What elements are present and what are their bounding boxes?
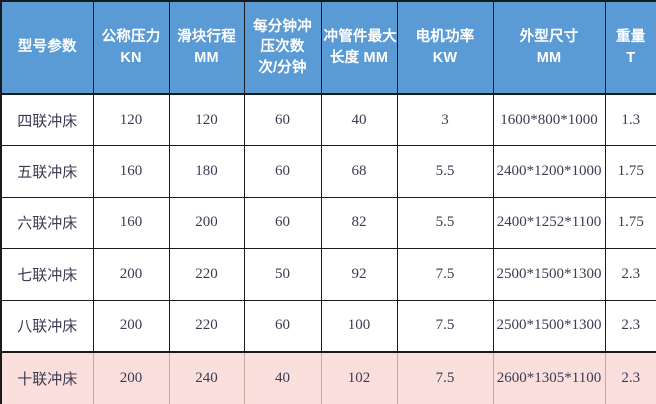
column-header-line: 公称压力 [101,28,161,45]
column-header-nominal_pressure: 公称压力 KN [93,1,170,95]
cell-strokes_per_minute: 60 [244,197,322,250]
cell-overall_dimensions: 2500*1500*1300 [493,300,606,353]
cell-model: 十联冲床 [1,350,94,404]
cell-strokes_per_minute: 50 [244,248,322,301]
cell-strokes_per_minute: 60 [244,94,322,147]
column-header-line: 压次数 [260,39,305,56]
column-header-line: 型号参数 [17,39,77,56]
column-header-line: 每分钟冲 [253,18,312,35]
cell-model: 四联冲床 [1,94,94,147]
column-header-line: 次/分钟 [258,59,307,76]
cell-model: 七联冲床 [1,248,94,301]
cell-strokes_per_minute: 40 [244,350,322,404]
column-header-line: 电机功率 [415,28,475,45]
cell-weight: 2.3 [605,248,656,301]
column-header-line: MM [536,49,562,66]
column-header-slider_stroke: 滑块行程 MM [169,1,245,95]
table-row: 十联冲床 200 240 40 102 7.5 2600*1305*1100 2.3 [1,350,656,404]
column-header-line: 滑块行程 [177,28,236,45]
cell-motor_power: 5.5 [397,197,494,250]
cell-nominal_pressure: 160 [93,145,170,198]
column-header-line: 冲管件最大 [323,28,397,45]
cell-max_tube_length: 68 [321,145,398,198]
column-header-strokes_per_minute: 每分钟冲压次数次/分钟 [244,1,322,95]
table-header: 型号参数 公称压力 KN 滑块行程 MM 每分钟冲 压次数 次/分钟 冲管件最大 长度 MM 电机功… [1,1,656,95]
column-header-line: KN [120,49,142,66]
cell-weight: 2.3 [605,300,656,353]
cell-motor_power: 7.5 [397,248,494,301]
cell-strokes_per_minute: 60 [244,145,322,198]
column-header-line: 外型尺寸 [519,28,579,45]
table-row: 五联冲床 160 180 60 68 5.5 2400*1200*1000 1.75 [1,145,656,198]
cell-nominal_pressure: 200 [93,350,170,404]
cell-overall_dimensions: 2500*1500*1300 [493,248,606,301]
cell-overall_dimensions: 2600*1305*1100 [493,350,606,404]
cell-weight: 1.75 [605,145,656,198]
cell-motor_power: 3 [397,94,494,147]
cell-motor_power: 7.5 [397,300,494,353]
cell-slider_stroke: 120 [169,94,245,147]
cell-slider_stroke: 200 [169,197,245,250]
column-header-max_tube_length: 冲管件最大长度 MM [321,1,398,95]
cell-slider_stroke: 180 [169,145,245,198]
cell-nominal_pressure: 200 [93,248,170,301]
column-header-weight: 重量 T [605,1,656,95]
cell-model: 八联冲床 [1,300,94,353]
cell-weight: 2.3 [605,350,656,404]
table-body: 四联冲床 120 120 60 40 3 1600*800*1000 1.3 五联冲床 160 18… [1,94,656,404]
cell-slider_stroke: 220 [169,248,245,301]
column-header-motor_power: 电机功率 KW [397,1,494,95]
column-header-overall_dimensions: 外型尺寸 MM [493,1,606,95]
cell-weight: 1.3 [605,94,656,147]
cell-overall_dimensions: 2400*1252*1100 [493,197,606,250]
cell-max_tube_length: 92 [321,248,398,301]
cell-nominal_pressure: 120 [93,94,170,147]
cell-overall_dimensions: 1600*800*1000 [493,94,606,147]
table-row: 四联冲床 120 120 60 40 3 1600*800*1000 1.3 [1,94,656,147]
cell-model: 五联冲床 [1,145,94,198]
column-header-line: MM [194,49,219,66]
cell-motor_power: 5.5 [397,145,494,198]
cell-nominal_pressure: 160 [93,197,170,250]
cell-slider_stroke: 220 [169,300,245,353]
cell-max_tube_length: 82 [321,197,398,250]
cell-max_tube_length: 40 [321,94,398,147]
column-header-line: 长度 MM [329,49,389,66]
cell-strokes_per_minute: 60 [244,300,322,353]
column-header-line: KW [432,49,458,66]
cell-max_tube_length: 102 [321,350,398,404]
table-row: 六联冲床 160 200 60 82 5.5 2400*1252*1100 1.75 [1,197,656,250]
cell-weight: 1.75 [605,197,656,250]
column-header-line: 重量 [616,28,646,45]
column-header-line: T [626,49,636,66]
cell-nominal_pressure: 200 [93,300,170,353]
cell-max_tube_length: 100 [321,300,398,353]
cell-overall_dimensions: 2400*1200*1000 [493,145,606,198]
cell-slider_stroke: 240 [169,350,245,404]
cell-motor_power: 7.5 [397,350,494,404]
table-row: 八联冲床 200 220 60 100 7.5 2500*1500*1300 2.3 [1,300,656,353]
column-header-model: 型号参数 [1,1,94,95]
header-row: 型号参数 公称压力 KN 滑块行程 MM 每分钟冲 压次数 次/分钟 冲管件最大 长度 MM 电机功… [1,1,656,95]
table-row: 七联冲床 200 220 50 92 7.5 2500*1500*1300 2.3 [1,248,656,301]
cell-model: 六联冲床 [1,197,94,250]
